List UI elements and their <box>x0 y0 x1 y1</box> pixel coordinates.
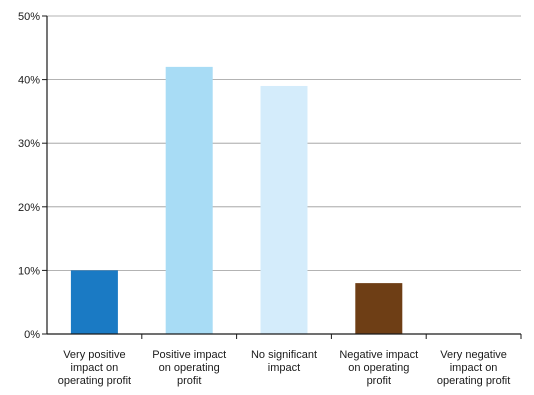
y-tick-label: 20% <box>18 202 40 214</box>
bars <box>70 66 403 335</box>
x-tick-label: No significant impact <box>251 349 317 374</box>
x-tick-label: Very negative impact on operating profit <box>437 349 510 387</box>
y-tick-label: 50% <box>18 11 40 23</box>
y-tick-label: 30% <box>18 138 40 150</box>
x-tick-label: Very positive impact on operating profit <box>58 349 131 387</box>
y-tick-label: 0% <box>24 329 40 341</box>
axes <box>46 16 522 339</box>
x-tick-label: Negative impact on operating profit <box>339 349 418 387</box>
y-tick-label: 40% <box>18 75 40 87</box>
x-axis-ticks: Very positive impact on operating profit Po… <box>58 349 511 387</box>
y-axis-ticks: 0% 10% 20% 30% 40% 50% <box>18 11 47 341</box>
bar <box>70 270 118 334</box>
y-tick-label: 10% <box>18 265 40 277</box>
bar <box>355 283 403 334</box>
bar <box>260 85 308 335</box>
bar <box>165 66 213 334</box>
x-tick-label: Positive impact on operating profit <box>152 349 226 387</box>
